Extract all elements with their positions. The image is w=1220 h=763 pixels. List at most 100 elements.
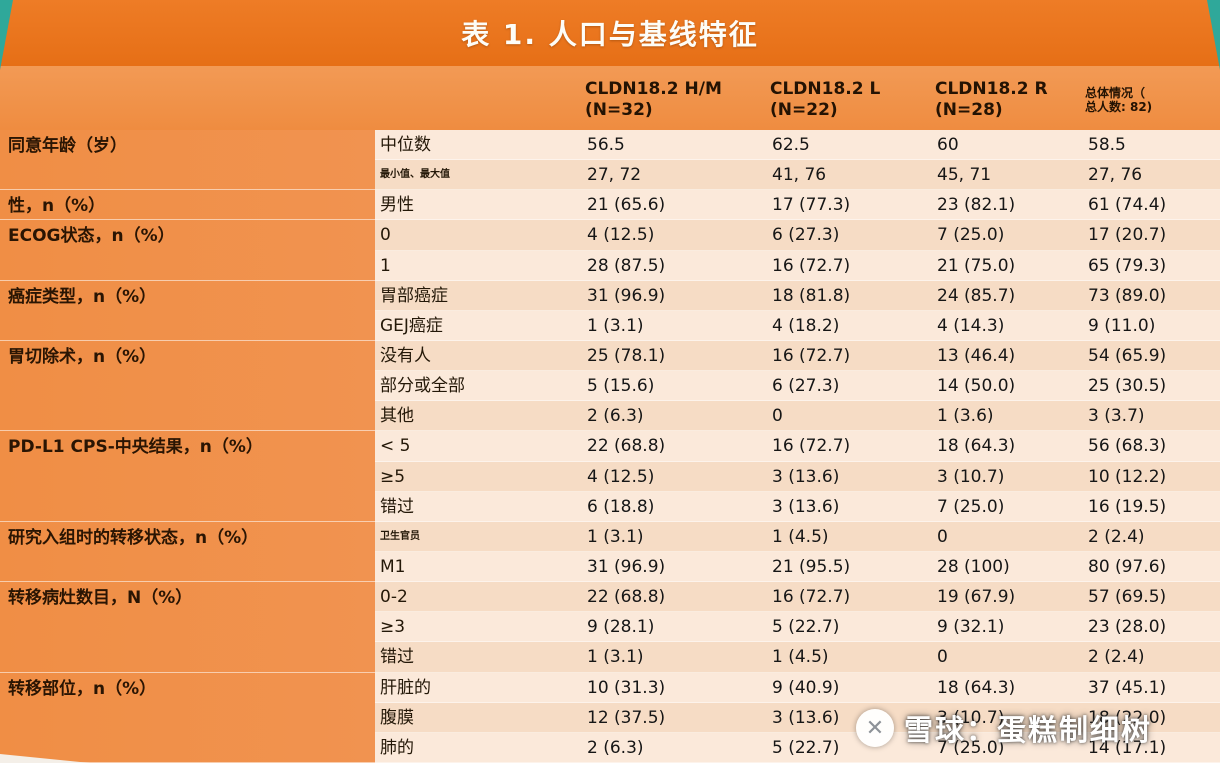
- row-sublabel: < 5: [380, 436, 411, 457]
- row-sublabel: 部分或全部: [380, 376, 465, 397]
- row-sublabel: 腹膜: [380, 707, 414, 728]
- table-row: 错过 1 (3.1) 1 (4.5) 0 2 (2.4): [375, 642, 1220, 673]
- value-cell: 2 (2.4): [1088, 647, 1145, 668]
- row-sublabel: 卫生官员: [380, 530, 420, 542]
- value-cell: 10 (31.3): [587, 677, 666, 698]
- value-cell: 25 (30.5): [1088, 376, 1167, 397]
- value-cell: 16 (19.5): [1088, 496, 1167, 517]
- row-group-label: 性，n（%）: [0, 190, 375, 221]
- row-sublabel: 最小值、最大值: [380, 169, 450, 181]
- row-group-label: 研究入组时的转移状态，n（%）: [0, 521, 375, 583]
- column-header-total: 总体情况（ 总人数: 82): [1085, 82, 1220, 114]
- value-cell: 4 (18.2): [772, 315, 840, 336]
- value-cell: 6 (18.8): [587, 496, 655, 517]
- row-group-label: ECOG状态，n（%）: [0, 220, 375, 281]
- row-group-label: 转移病灶数目，N（%）: [0, 582, 375, 673]
- table-row: 胃部癌症 31 (96.9) 18 (81.8) 24 (85.7) 73 (89.0): [375, 280, 1220, 311]
- value-cell: 4 (14.3): [937, 315, 1005, 336]
- value-cell: 21 (95.5): [772, 556, 851, 577]
- value-cell: 10 (12.2): [1088, 466, 1167, 487]
- value-cell: 18 (81.8): [772, 285, 851, 306]
- table-row: 肺的 2 (6.3) 5 (22.7) 7 (25.0) 14 (17.1): [375, 732, 1220, 763]
- value-cell: 1 (3.1): [587, 647, 644, 668]
- table-row: 0 4 (12.5) 6 (27.3) 7 (25.0) 17 (20.7): [375, 220, 1220, 251]
- table-body: 同意年龄（岁） 中位数 56.5 62.5 60 58.5 最小值、最大值 27, 72 41,…: [0, 130, 1220, 763]
- value-cell: 5 (22.7): [772, 737, 840, 758]
- value-cell: 9 (32.1): [937, 617, 1005, 638]
- value-cell: 56.5: [587, 135, 625, 155]
- table-row-group: 转移部位，n（%） 肝脏的 10 (31.3) 9 (40.9) 18 (64.3) 37…: [0, 672, 1220, 763]
- value-cell: 19 (67.9): [937, 587, 1016, 608]
- value-cell: 41, 76: [772, 165, 827, 186]
- value-cell: 1 (4.5): [772, 647, 829, 668]
- row-group-label: 转移部位，n（%）: [0, 672, 375, 763]
- row-sublabel: 男性: [380, 195, 414, 216]
- table-row-group: 癌症类型，n（%） 胃部癌症 31 (96.9) 18 (81.8) 24 (85.7)…: [0, 280, 1220, 341]
- row-sublabel: 肺的: [380, 737, 414, 758]
- value-cell: 0: [937, 647, 948, 668]
- value-cell: 14 (17.1): [1088, 737, 1167, 758]
- table-row: ≥5 4 (12.5) 3 (13.6) 3 (10.7) 10 (12.2): [375, 461, 1220, 492]
- table-row: 男性 21 (65.6) 17 (77.3) 23 (82.1) 61 (74.4): [375, 190, 1220, 221]
- page-corner-bottom-left: [0, 754, 90, 763]
- value-cell: 12 (37.5): [587, 707, 666, 728]
- value-cell: 3 (3.7): [1088, 406, 1145, 427]
- row-group-label: 癌症类型，n（%）: [0, 280, 375, 341]
- value-cell: 21 (75.0): [937, 255, 1016, 276]
- column-header-cldn-r: CLDN18.2 R (N=28): [935, 75, 1085, 121]
- row-group-rows: 中位数 56.5 62.5 60 58.5 最小值、最大值 27, 72 41, 76 45, …: [375, 130, 1220, 191]
- value-cell: 73 (89.0): [1088, 285, 1167, 306]
- row-sublabel: 错过: [380, 647, 414, 668]
- value-cell: 57 (69.5): [1088, 587, 1167, 608]
- row-group-rows: 卫生官员 1 (3.1) 1 (4.5) 0 2 (2.4) M1 31 (96.9) 21 …: [375, 521, 1220, 583]
- value-cell: 6 (27.3): [772, 376, 840, 397]
- row-group-rows: 男性 21 (65.6) 17 (77.3) 23 (82.1) 61 (74.4): [375, 190, 1220, 221]
- value-cell: 5 (22.7): [772, 617, 840, 638]
- value-cell: 58.5: [1088, 135, 1126, 155]
- value-cell: 1 (4.5): [772, 526, 829, 547]
- value-cell: 45, 71: [937, 165, 992, 186]
- value-cell: 27, 72: [587, 165, 642, 186]
- row-sublabel: GEJ癌症: [380, 315, 443, 336]
- value-cell: 37 (45.1): [1088, 677, 1167, 698]
- value-cell: 16 (72.7): [772, 255, 851, 276]
- table-header: CLDN18.2 H/M (N=32) CLDN18.2 L (N=22) CL…: [0, 66, 1220, 130]
- table-row: 腹膜 12 (37.5) 3 (13.6) 3 (10.7) 18 (22.0): [375, 702, 1220, 733]
- value-cell: 0: [937, 526, 948, 547]
- column-header-cldn-l: CLDN18.2 L (N=22): [770, 75, 935, 121]
- row-sublabel: 胃部癌症: [380, 285, 448, 306]
- value-cell: 1 (3.1): [587, 526, 644, 547]
- table-title-bar: 表 1. 人口与基线特征: [0, 0, 1220, 66]
- value-cell: 16 (72.7): [772, 587, 851, 608]
- table-row: GEJ癌症 1 (3.1) 4 (18.2) 4 (14.3) 9 (11.0): [375, 310, 1220, 341]
- value-cell: 61 (74.4): [1088, 195, 1167, 216]
- row-sublabel: 0-2: [380, 587, 408, 608]
- column-header-line2: (N=22): [770, 100, 838, 120]
- row-group-rows: 肝脏的 10 (31.3) 9 (40.9) 18 (64.3) 37 (45.1) 腹膜…: [375, 672, 1220, 763]
- value-cell: 80 (97.6): [1088, 556, 1167, 577]
- column-header-line1: CLDN18.2 H/M: [585, 79, 722, 99]
- value-cell: 31 (96.9): [587, 285, 666, 306]
- value-cell: 62.5: [772, 135, 810, 155]
- row-group-label: PD-L1 CPS-中央结果，n（%）: [0, 431, 375, 522]
- row-sublabel: 错过: [380, 496, 414, 517]
- column-header-line1: CLDN18.2 R: [935, 79, 1048, 99]
- row-sublabel: 0: [380, 225, 391, 246]
- table-row-group: ECOG状态，n（%） 0 4 (12.5) 6 (27.3) 7 (25.0) 17 (…: [0, 220, 1220, 281]
- value-cell: 17 (20.7): [1088, 225, 1167, 246]
- table-row-group: 性，n（%） 男性 21 (65.6) 17 (77.3) 23 (82.1) 61 (7…: [0, 190, 1220, 221]
- column-header-line1: 总体情况（: [1085, 86, 1146, 100]
- value-cell: 14 (50.0): [937, 376, 1016, 397]
- value-cell: 2 (2.4): [1088, 526, 1145, 547]
- value-cell: 2 (6.3): [587, 737, 644, 758]
- table-row: 肝脏的 10 (31.3) 9 (40.9) 18 (64.3) 37 (45.1): [375, 672, 1220, 703]
- row-group-rows: < 5 22 (68.8) 16 (72.7) 18 (64.3) 56 (68.3) ≥…: [375, 431, 1220, 522]
- value-cell: 7 (25.0): [937, 737, 1005, 758]
- column-header-line1: CLDN18.2 L: [770, 79, 881, 99]
- row-sublabel: 其他: [380, 406, 414, 427]
- value-cell: 4 (12.5): [587, 466, 655, 487]
- value-cell: 3 (13.6): [772, 466, 840, 487]
- column-header-line2: 总人数: 82): [1085, 100, 1153, 114]
- value-cell: 22 (68.8): [587, 436, 666, 457]
